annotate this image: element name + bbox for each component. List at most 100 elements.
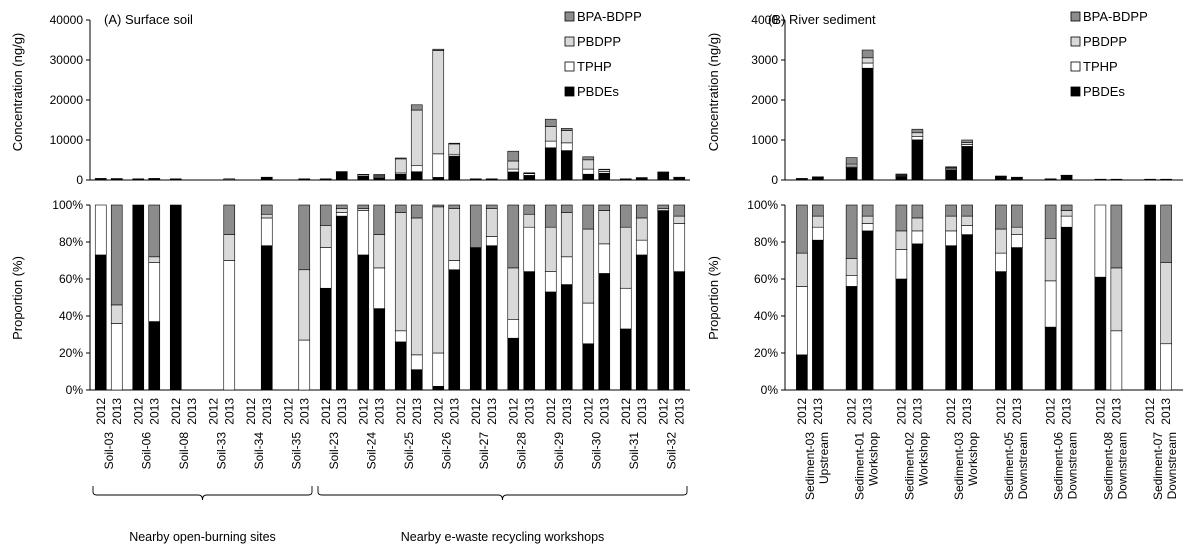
site-tick-label: Soil-34 bbox=[252, 432, 266, 470]
prop-bar-pbdpp bbox=[523, 213, 536, 228]
year-tick-label: 2012 bbox=[169, 398, 183, 425]
conc-bar-pbde bbox=[582, 173, 595, 181]
conc-bar-bpa bbox=[410, 104, 423, 111]
top-y-tick-label: 0 bbox=[771, 173, 778, 187]
prop-bar-pbdpp bbox=[319, 225, 332, 248]
year-tick-label: 2013 bbox=[635, 398, 649, 425]
prop-bar-pbde bbox=[469, 247, 482, 391]
prop-bar-pbdpp bbox=[582, 228, 595, 304]
prop-bar-pbdpp bbox=[945, 215, 957, 232]
conc-bar-tphp bbox=[582, 168, 595, 175]
prop-bar-pbde bbox=[132, 204, 145, 391]
year-tick-label: 2012 bbox=[431, 398, 445, 425]
site-tick-label: Soil-28 bbox=[514, 432, 528, 470]
year-tick-label: 2012 bbox=[994, 398, 1008, 425]
site-tick-label: Soil-24 bbox=[364, 432, 378, 470]
top-y-tick-label: 20000 bbox=[50, 93, 84, 107]
prop-bar-tphp bbox=[148, 262, 161, 322]
conc-bar-pbde bbox=[394, 173, 407, 181]
site-tick-label: Soil-30 bbox=[589, 432, 603, 470]
prop-bar-bpa bbox=[544, 204, 557, 228]
prop-bar-bpa bbox=[373, 204, 386, 235]
panel-b-bottom-ylabel: Proportion (%) bbox=[706, 256, 721, 340]
year-tick-label: 2012 bbox=[244, 398, 258, 425]
year-tick-label: 2012 bbox=[581, 398, 595, 425]
legend-swatch-bpa bbox=[564, 11, 575, 22]
conc-bar-bpa bbox=[432, 48, 445, 51]
prop-bar-bpa bbox=[1011, 204, 1023, 228]
conc-bar-bpa bbox=[507, 150, 520, 162]
prop-bar-tphp bbox=[619, 287, 632, 330]
legend-label-tphp: TPHP bbox=[1083, 59, 1118, 74]
legend-label-bpa: BPA-BDPP bbox=[1083, 9, 1148, 24]
prop-bar-pbde bbox=[319, 287, 332, 391]
bottom-y-tick-label: 80% bbox=[59, 235, 83, 249]
site-location-label: Upstream bbox=[817, 432, 831, 484]
year-tick-label: 2012 bbox=[944, 398, 958, 425]
bottom-y-tick-label: 80% bbox=[754, 235, 778, 249]
bottom-y-tick-label: 60% bbox=[59, 272, 83, 286]
prop-bar-pbde bbox=[635, 254, 648, 391]
conc-bar-tphp bbox=[861, 62, 874, 69]
prop-bar-tphp bbox=[673, 223, 686, 272]
prop-bar-pbdpp bbox=[598, 210, 611, 245]
conc-bar-pbde bbox=[410, 171, 423, 181]
prop-bar-pbdpp bbox=[394, 212, 407, 332]
prop-bar-pbde bbox=[560, 284, 573, 391]
legend-swatch-tphp bbox=[564, 61, 575, 72]
prop-bar-pbde bbox=[335, 215, 348, 391]
conc-bar-pbde bbox=[448, 155, 461, 181]
year-tick-label: 2012 bbox=[281, 398, 295, 425]
conc-bar-pbde bbox=[657, 171, 670, 181]
panel-a-groups: Nearby open-burning sites Nearby e-waste … bbox=[92, 486, 688, 544]
year-tick-label: 2012 bbox=[1143, 398, 1157, 425]
prop-bar-pbdpp bbox=[673, 215, 686, 224]
prop-bar-pbde bbox=[410, 369, 423, 391]
group-bracket bbox=[92, 486, 313, 501]
conc-bar-pbde bbox=[373, 177, 386, 181]
year-tick-label: 2013 bbox=[335, 398, 349, 425]
conc-bar-pbde bbox=[1060, 175, 1073, 181]
conc-bar-pbde bbox=[507, 171, 520, 181]
prop-bar-bpa bbox=[619, 204, 632, 228]
panel-a-top-ylabel: Concentration (ng/g) bbox=[10, 33, 25, 152]
prop-bar-bpa bbox=[432, 204, 445, 208]
prop-bar-pbde bbox=[582, 343, 595, 391]
group-bracket bbox=[317, 486, 688, 501]
prop-bar-tphp bbox=[523, 226, 536, 272]
prop-bar-pbdpp bbox=[895, 230, 908, 250]
top-y-tick-label: 30000 bbox=[50, 53, 84, 67]
conc-bar-pbdpp bbox=[861, 57, 874, 64]
prop-bar-pbdpp bbox=[410, 217, 423, 356]
site-tick-label: Sediment-08 bbox=[1101, 432, 1115, 500]
conc-bar-pbde bbox=[544, 147, 557, 181]
conc-bar-bpa bbox=[995, 175, 1007, 177]
prop-bar-tphp bbox=[598, 243, 611, 274]
prop-bar-bpa bbox=[260, 204, 273, 215]
prop-bar-bpa bbox=[673, 204, 686, 217]
prop-bar-pbdpp bbox=[796, 252, 808, 287]
conc-bar-pbde bbox=[560, 150, 573, 181]
prop-bar-tphp bbox=[335, 212, 348, 217]
legend-swatch-pbde bbox=[564, 86, 575, 97]
prop-bar-pbde bbox=[260, 245, 273, 391]
prop-bar-tphp bbox=[298, 339, 311, 391]
group-label: Nearby open-burning sites bbox=[129, 530, 276, 544]
prop-bar-pbdpp bbox=[635, 217, 648, 241]
year-tick-label: 2013 bbox=[522, 398, 536, 425]
year-tick-label: 2013 bbox=[1109, 398, 1123, 425]
conc-bar-pbdpp bbox=[544, 126, 557, 142]
prop-bar-pbde bbox=[961, 234, 973, 391]
prop-bar-bpa bbox=[945, 204, 957, 217]
conc-bar-pbde bbox=[945, 169, 957, 181]
prop-bar-pbde bbox=[796, 354, 808, 391]
prop-bar-pbde bbox=[812, 239, 824, 391]
year-tick-label: 2013 bbox=[560, 398, 574, 425]
year-tick-label: 2012 bbox=[469, 398, 483, 425]
prop-bar-pbdpp bbox=[1011, 226, 1023, 235]
year-tick-label: 2013 bbox=[960, 398, 974, 425]
site-tick-label: Soil-27 bbox=[477, 432, 491, 470]
site-location-label: Downstream bbox=[1165, 432, 1179, 499]
prop-bar-pbde bbox=[394, 341, 407, 391]
